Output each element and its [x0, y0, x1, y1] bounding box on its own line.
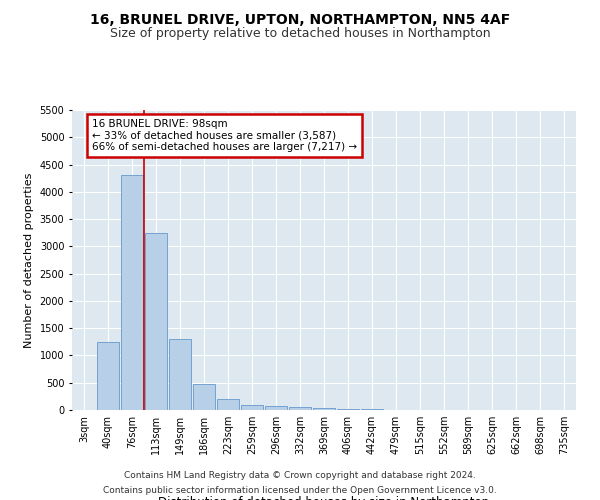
Bar: [313, 408, 335, 410]
Bar: [121, 176, 143, 410]
Bar: [169, 339, 191, 410]
Bar: [241, 404, 263, 410]
Bar: [265, 406, 287, 410]
X-axis label: Distribution of detached houses by size in Northampton: Distribution of detached houses by size …: [158, 496, 490, 500]
Bar: [289, 408, 311, 410]
Bar: [337, 409, 359, 410]
Text: 16 BRUNEL DRIVE: 98sqm
← 33% of detached houses are smaller (3,587)
66% of semi-: 16 BRUNEL DRIVE: 98sqm ← 33% of detached…: [92, 119, 357, 152]
Text: 16, BRUNEL DRIVE, UPTON, NORTHAMPTON, NN5 4AF: 16, BRUNEL DRIVE, UPTON, NORTHAMPTON, NN…: [90, 12, 510, 26]
Text: Size of property relative to detached houses in Northampton: Size of property relative to detached ho…: [110, 28, 490, 40]
Bar: [145, 232, 167, 410]
Text: Contains public sector information licensed under the Open Government Licence v3: Contains public sector information licen…: [103, 486, 497, 495]
Y-axis label: Number of detached properties: Number of detached properties: [24, 172, 34, 348]
Text: Contains HM Land Registry data © Crown copyright and database right 2024.: Contains HM Land Registry data © Crown c…: [124, 471, 476, 480]
Bar: [217, 399, 239, 410]
Bar: [193, 384, 215, 410]
Bar: [97, 342, 119, 410]
